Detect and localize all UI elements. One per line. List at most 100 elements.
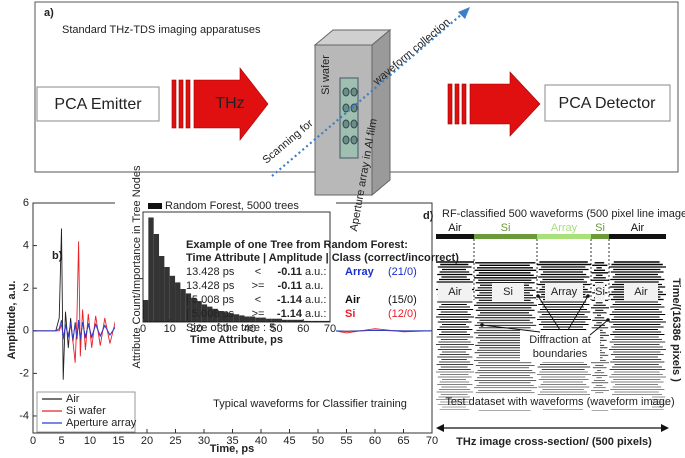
histogram-bar [297, 319, 304, 322]
cross-section-label: THz image cross-section/ (500 pixels) [456, 436, 652, 448]
histogram-bar [239, 315, 245, 322]
histogram-bar [148, 217, 154, 322]
histogram-bar [244, 316, 250, 322]
histogram-bar [143, 300, 149, 322]
histogram-bar [319, 320, 325, 322]
tree-amplitude: -1.14 [277, 308, 303, 320]
x-tick-label: 45 [283, 435, 295, 447]
image-label-box [438, 283, 472, 301]
tree-count: (12/0) [388, 308, 417, 320]
x-tick-label: 35 [226, 435, 238, 447]
tree-class: Si [345, 308, 355, 320]
class-segment [474, 234, 537, 239]
detector-label: PCA Detector [559, 95, 657, 112]
class-segment [436, 234, 474, 239]
diffraction-label: Diffraction at [529, 334, 591, 346]
histogram-bar [164, 267, 170, 322]
scan-arrowhead [458, 7, 470, 19]
pointer-arrow [567, 295, 589, 331]
class-label: Si [595, 222, 605, 234]
legend-label: Si wafer [66, 405, 106, 417]
legend-label: Random Forest, 5000 trees [165, 200, 299, 212]
tree-op: < [255, 266, 261, 278]
tree-amplitude: -1.14 [277, 294, 303, 306]
tree-op: >= [252, 308, 265, 320]
x-tick-label: 40 [255, 435, 267, 447]
image-label-box [595, 283, 605, 301]
wafer-label: Si wafer [320, 55, 332, 95]
y-tick-label: 2 [23, 282, 29, 294]
image-label-box [492, 283, 524, 301]
wafer [313, 28, 392, 197]
histogram-bar [223, 312, 229, 322]
histogram-bar [185, 293, 192, 322]
cross-arrowhead [661, 424, 669, 432]
tree-op: < [255, 294, 261, 306]
cross-arrowhead [436, 424, 444, 432]
x-tick-label: 30 [198, 435, 210, 447]
histogram-bar [265, 318, 272, 322]
x-tick-label: 70 [324, 323, 336, 335]
y-tick-label: 4 [23, 239, 29, 251]
emitter-box [36, 86, 160, 122]
tree-time: 13.428 ps [186, 266, 235, 278]
histogram-bar [313, 320, 320, 322]
histogram-bar [169, 275, 176, 322]
image-label: Air [634, 286, 648, 298]
annotation: Typical waveforms for Classifier trainin… [213, 398, 407, 410]
pointer-arrow [589, 319, 609, 336]
x-tick-label: 50 [270, 323, 282, 335]
histogram-bar [276, 318, 282, 322]
tree-time: | 5.008 ps [186, 308, 235, 320]
legend-swatch [148, 203, 162, 209]
histogram-bar [249, 316, 256, 322]
histogram-bar [228, 313, 234, 322]
time-axis-label: Time/(16386 pixels ) [670, 278, 682, 382]
annotation-box [520, 330, 600, 362]
class-label: Array [551, 222, 578, 234]
x-tick-label: 60 [369, 435, 381, 447]
y-axis-label: Attribute Count/Importance in Tree Nodes [131, 165, 143, 368]
x-tick-label: 70 [426, 435, 438, 447]
image-label: Si [503, 286, 513, 298]
image-label: Array [551, 286, 578, 298]
x-tick-label: 50 [312, 435, 324, 447]
y-tick-label: -2 [19, 367, 29, 379]
panel-title: RF-classified 500 waveforms (500 pixel l… [442, 208, 685, 220]
pointer-head [586, 294, 590, 298]
tree-class: Array [345, 266, 375, 278]
tree-unit: a.u.: [305, 294, 326, 306]
histogram-bar [281, 319, 288, 322]
x-tick-label: 5 [58, 435, 64, 447]
tree-header: Time Attribute | Amplitude | Class (corr… [186, 252, 459, 264]
x-tick-label: 25 [169, 435, 181, 447]
histogram-bar [212, 308, 218, 322]
x-tick-label: 0 [30, 435, 36, 447]
pointer-arrow [537, 295, 561, 331]
waveform-image: Air Si Array Si Air Diffraction at boundaries [436, 261, 666, 411]
x-tick-label: 0 [140, 323, 146, 335]
x-tick-label: 65 [397, 435, 409, 447]
x-axis-label: Time Attribute, ps [190, 334, 283, 346]
x-tick-label: 40 [244, 323, 256, 335]
tree-unit: a.u.: [305, 266, 326, 278]
tree-amplitude: -0.11 [278, 266, 302, 278]
histogram-bar [153, 234, 160, 322]
legend-label: Aperture array [66, 417, 137, 429]
detector-box [544, 84, 671, 122]
histogram-bar [308, 320, 314, 322]
class-segment [537, 234, 591, 239]
tree-unit: a.u.: [305, 308, 326, 320]
histogram-bar [217, 311, 224, 322]
y-axis-label: Amplitude, a.u. [6, 281, 18, 360]
tree-op: >= [252, 280, 265, 292]
class-label: Air [448, 222, 462, 234]
diffraction-label: boundaries [533, 348, 588, 360]
x-tick-label: 60 [297, 323, 309, 335]
legend-label: Air [66, 393, 80, 405]
histogram-bar [180, 289, 186, 322]
histogram-bar [260, 317, 266, 322]
tree-time: | 5.008 ps [186, 294, 235, 306]
x-tick-label: 15 [112, 435, 124, 447]
